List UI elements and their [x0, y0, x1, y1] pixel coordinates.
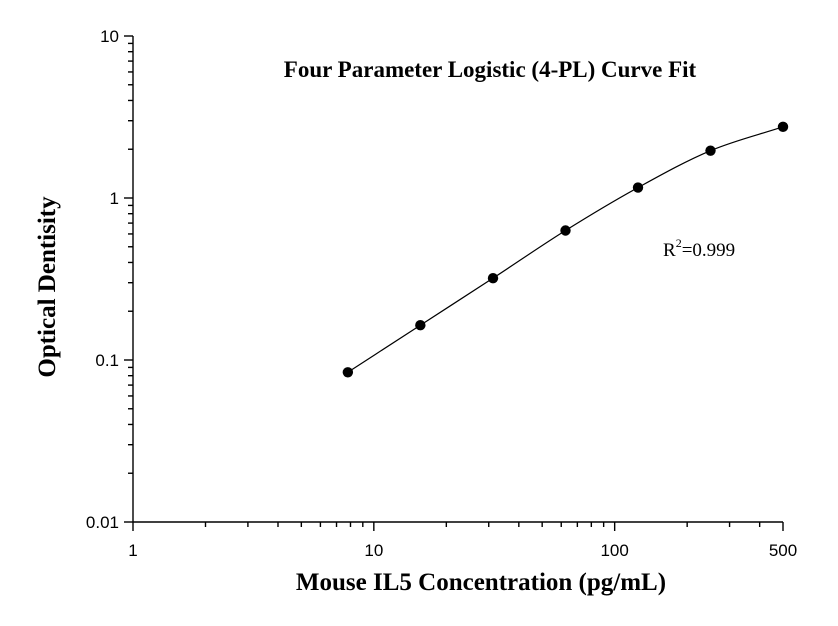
x-tick-label: 10: [364, 541, 383, 560]
ticks: [124, 35, 784, 531]
data-points: [342, 121, 789, 378]
data-point: [560, 225, 571, 236]
data-point: [342, 367, 354, 378]
y-tick-label: 1: [110, 189, 119, 208]
x-tick-label: 1: [128, 541, 137, 560]
x-tick-label: 500: [769, 541, 797, 560]
y-tick-label: 10: [100, 27, 119, 46]
x-tick-label: 100: [600, 541, 628, 560]
tick-labels: 1 10 100 500 0.01 0.1 1 10: [86, 27, 797, 560]
r-squared-superscript: 2: [676, 236, 682, 250]
r-squared-value: =0.999: [682, 240, 735, 261]
data-point: [415, 319, 426, 331]
r-squared-annotation: R2=0.999: [663, 236, 735, 261]
y-tick-label: 0.01: [86, 513, 119, 532]
x-axis-title: Mouse IL5 Concentration (pg/mL): [296, 569, 666, 596]
data-point: [777, 121, 789, 133]
y-axis-title: Optical Dentisity: [34, 196, 61, 378]
axes: [132, 36, 783, 523]
data-point: [632, 182, 644, 193]
data-point: [487, 272, 499, 284]
chart-title: Four Parameter Logistic (4-PL) Curve Fit: [284, 57, 697, 82]
y-tick-label: 0.1: [95, 351, 119, 370]
r-squared-base: R: [663, 240, 676, 261]
data-point: [705, 145, 716, 156]
